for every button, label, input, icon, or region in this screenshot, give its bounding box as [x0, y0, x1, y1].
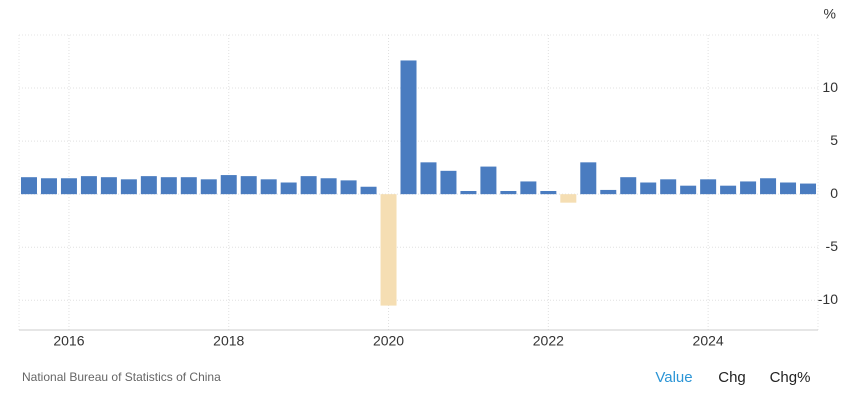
- bar: [200, 179, 217, 195]
- bar: [780, 182, 797, 195]
- bar: [160, 177, 177, 195]
- bar: [560, 194, 577, 203]
- bar: [460, 190, 477, 195]
- bar: [120, 179, 137, 195]
- bar: [380, 194, 397, 306]
- bar: [20, 177, 37, 195]
- x-tick-label: 2020: [373, 333, 404, 349]
- bar: [280, 182, 297, 195]
- x-tick-label: 2022: [533, 333, 564, 349]
- bar: [600, 189, 617, 195]
- bar: [540, 190, 557, 195]
- bar: [800, 183, 817, 195]
- y-tick-label: -5: [826, 238, 839, 254]
- bar: [620, 177, 637, 195]
- bar: [680, 185, 697, 195]
- bar: [40, 178, 57, 195]
- view-button[interactable]: Chg: [718, 369, 746, 386]
- y-tick-label: 10: [822, 79, 838, 95]
- x-tick-label: 2018: [213, 333, 244, 349]
- bar: [140, 176, 157, 195]
- bar: [400, 60, 417, 195]
- bar: [300, 176, 317, 195]
- bar: [240, 176, 257, 195]
- y-tick-label: 5: [830, 132, 838, 148]
- bar: [440, 170, 457, 195]
- bar: [580, 162, 597, 195]
- bar: [80, 176, 97, 195]
- bar: [320, 178, 337, 195]
- view-button[interactable]: Chg%: [770, 369, 811, 386]
- y-tick-label: 0: [830, 185, 838, 201]
- bar: [180, 177, 197, 195]
- bar: [360, 186, 377, 195]
- source: National Bureau of Statistics of China: [22, 370, 221, 384]
- bar: [60, 178, 77, 195]
- y-unit: %: [824, 6, 836, 22]
- x-tick-label: 2016: [53, 333, 84, 349]
- bar: [660, 179, 677, 195]
- bar: [220, 175, 237, 195]
- bar: [640, 182, 657, 195]
- x-tick-label: 2024: [693, 333, 724, 349]
- bar: [760, 178, 777, 195]
- bar: [500, 190, 517, 195]
- bar: [720, 185, 737, 195]
- bar: [700, 179, 717, 195]
- bar: [420, 162, 437, 195]
- bar: [260, 179, 277, 195]
- bar: [520, 181, 537, 195]
- y-tick-label: -10: [818, 291, 838, 307]
- bar: [340, 180, 357, 195]
- view-button[interactable]: Value: [655, 369, 692, 386]
- bar: [740, 181, 757, 195]
- bar: [100, 177, 117, 195]
- bar: [480, 166, 497, 195]
